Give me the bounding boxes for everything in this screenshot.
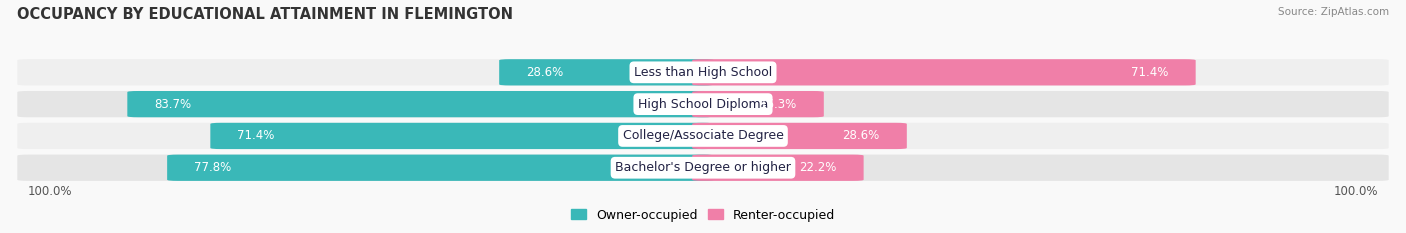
Text: High School Diploma: High School Diploma (638, 98, 768, 111)
FancyBboxPatch shape (211, 123, 714, 149)
Text: OCCUPANCY BY EDUCATIONAL ATTAINMENT IN FLEMINGTON: OCCUPANCY BY EDUCATIONAL ATTAINMENT IN F… (17, 7, 513, 22)
Text: College/Associate Degree: College/Associate Degree (623, 130, 783, 142)
Text: Less than High School: Less than High School (634, 66, 772, 79)
Text: 71.4%: 71.4% (1132, 66, 1168, 79)
Text: Source: ZipAtlas.com: Source: ZipAtlas.com (1278, 7, 1389, 17)
FancyBboxPatch shape (128, 91, 714, 117)
FancyBboxPatch shape (167, 154, 714, 181)
FancyBboxPatch shape (692, 59, 1195, 86)
FancyBboxPatch shape (692, 154, 863, 181)
FancyBboxPatch shape (499, 59, 714, 86)
Text: 100.0%: 100.0% (28, 185, 73, 198)
Text: 100.0%: 100.0% (1333, 185, 1378, 198)
FancyBboxPatch shape (17, 91, 1389, 117)
Text: Bachelor's Degree or higher: Bachelor's Degree or higher (614, 161, 792, 174)
Text: 71.4%: 71.4% (238, 130, 274, 142)
FancyBboxPatch shape (692, 123, 907, 149)
FancyBboxPatch shape (17, 123, 1389, 149)
Text: 22.2%: 22.2% (799, 161, 837, 174)
FancyBboxPatch shape (17, 154, 1389, 181)
Text: 28.6%: 28.6% (526, 66, 564, 79)
FancyBboxPatch shape (692, 91, 824, 117)
Text: 28.6%: 28.6% (842, 130, 880, 142)
Text: 83.7%: 83.7% (155, 98, 191, 111)
Text: 77.8%: 77.8% (194, 161, 232, 174)
FancyBboxPatch shape (17, 59, 1389, 86)
Legend: Owner-occupied, Renter-occupied: Owner-occupied, Renter-occupied (567, 204, 839, 226)
Text: 16.3%: 16.3% (759, 98, 797, 111)
